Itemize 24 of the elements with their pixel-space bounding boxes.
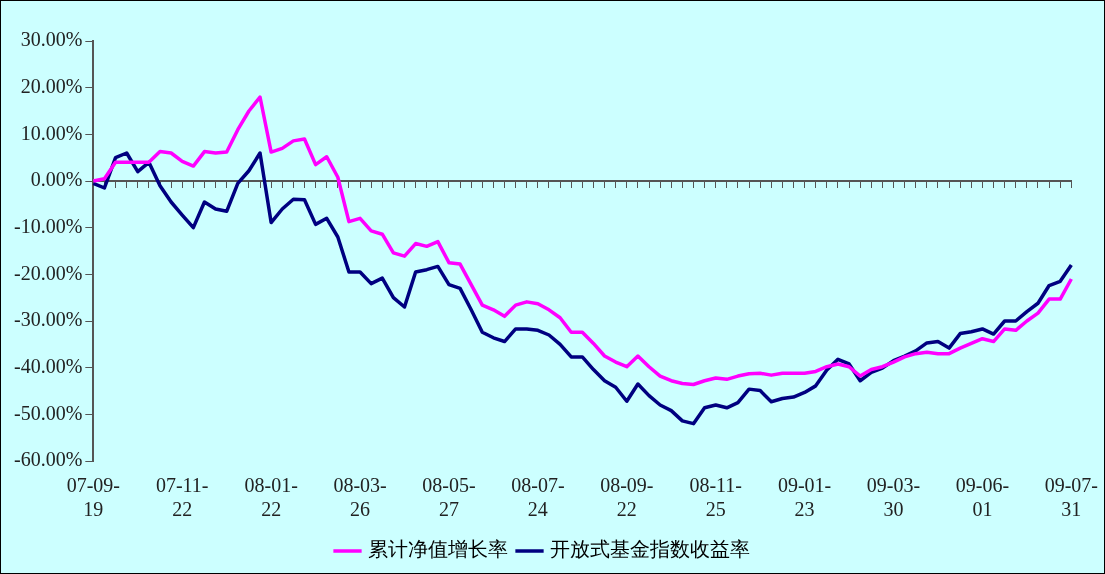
y-tick-label: 0.00%	[30, 168, 83, 191]
x-tick-label: 09-06-01	[955, 474, 1010, 521]
x-tick-label: 07-09-19	[66, 474, 120, 521]
legend-label: 累计净值增长率	[367, 537, 508, 562]
x-tick-label: 07-11-22	[155, 474, 209, 521]
y-tick-label: -10.00%	[13, 214, 83, 237]
y-tick-label: -20.00%	[13, 261, 83, 284]
y-tick-label: -30.00%	[13, 308, 83, 331]
x-tick-label: 09-07-31	[1044, 474, 1098, 521]
y-tick-label: -40.00%	[13, 354, 83, 377]
y-tick-label: 30.00%	[20, 28, 83, 51]
legend-label: 开放式基金指数收益率	[549, 537, 750, 562]
y-tick-label: 10.00%	[20, 121, 83, 144]
x-tick-label: 08-03-26	[333, 474, 387, 521]
x-tick-label: 09-01-23	[777, 474, 832, 521]
y-tick-label: -60.00%	[13, 448, 83, 471]
x-tick-label: 09-03-30	[866, 474, 921, 521]
x-tick-label: 08-11-25	[689, 474, 742, 521]
y-tick-label: 20.00%	[20, 74, 83, 97]
x-tick-label: 08-01-22	[244, 474, 298, 521]
x-tick-label: 08-05-27	[422, 474, 476, 521]
y-tick-label: -50.00%	[13, 401, 83, 424]
x-tick-label: 08-09-22	[600, 474, 654, 521]
x-tick-label: 08-07-24	[511, 474, 565, 521]
